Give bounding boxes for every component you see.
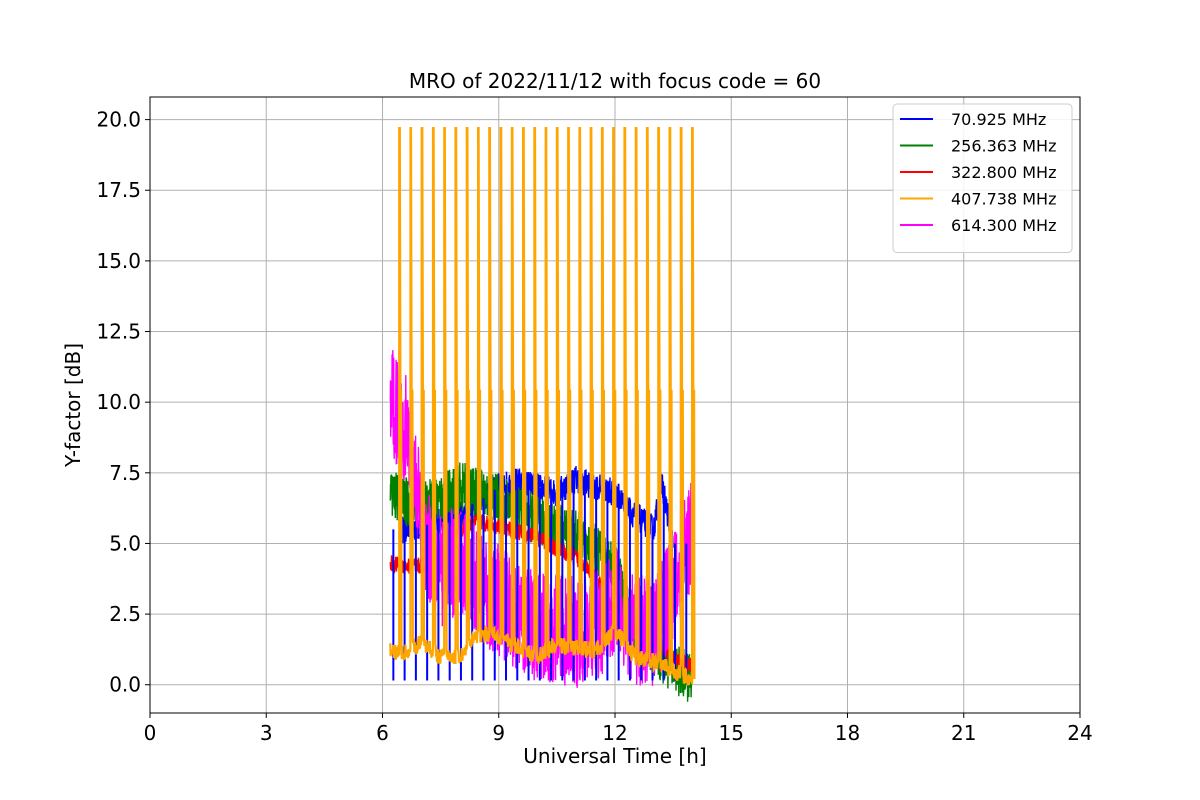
x-tick-label: 6 bbox=[376, 721, 389, 745]
plot-frame bbox=[149, 96, 1081, 714]
y-tick-label: 7.5 bbox=[109, 461, 141, 485]
x-axis: 0 3 6 9 12 15 18 21 24 bbox=[144, 713, 1093, 745]
y-tick-label: 0.0 bbox=[109, 673, 141, 697]
legend: 70.925 MHz 256.363 MHz 322.800 MHz 407.738 … bbox=[892, 103, 1073, 253]
y-tick-label: 10.0 bbox=[96, 390, 141, 414]
x-tick-label: 0 bbox=[144, 721, 157, 745]
legend-label: 322.800 MHz bbox=[951, 163, 1056, 182]
y-axis-label: Y-factor [dB] bbox=[61, 343, 85, 468]
legend-label: 70.925 MHz bbox=[951, 110, 1046, 129]
legend-label: 407.738 MHz bbox=[951, 190, 1056, 209]
legend-label: 614.300 MHz bbox=[951, 216, 1056, 235]
series-line bbox=[389, 127, 696, 686]
chart-title: MRO of 2022/11/12 with focus code = 60 bbox=[409, 69, 821, 93]
x-axis-label: Universal Time [h] bbox=[523, 744, 706, 768]
x-tick-label: 3 bbox=[260, 721, 273, 745]
y-tick-label: 2.5 bbox=[109, 602, 141, 626]
y-tick-label: 17.5 bbox=[96, 178, 141, 202]
y-tick-label: 15.0 bbox=[96, 249, 141, 273]
legend-label: 256.363 MHz bbox=[951, 137, 1056, 156]
y-tick-label: 20.0 bbox=[96, 108, 141, 132]
plot-area bbox=[389, 127, 696, 702]
x-tick-label: 18 bbox=[835, 721, 860, 745]
x-tick-label: 15 bbox=[719, 721, 744, 745]
x-tick-label: 21 bbox=[951, 721, 976, 745]
y-tick-label: 12.5 bbox=[96, 320, 141, 344]
y-axis: 0.0 2.5 5.0 7.5 10.0 12.5 15.0 17.5 20.0 bbox=[96, 108, 150, 697]
x-tick-label: 12 bbox=[602, 721, 627, 745]
y-tick-label: 5.0 bbox=[109, 531, 141, 555]
legend-box bbox=[892, 103, 1073, 253]
x-tick-label: 9 bbox=[492, 721, 505, 745]
x-tick-label: 24 bbox=[1067, 721, 1092, 745]
